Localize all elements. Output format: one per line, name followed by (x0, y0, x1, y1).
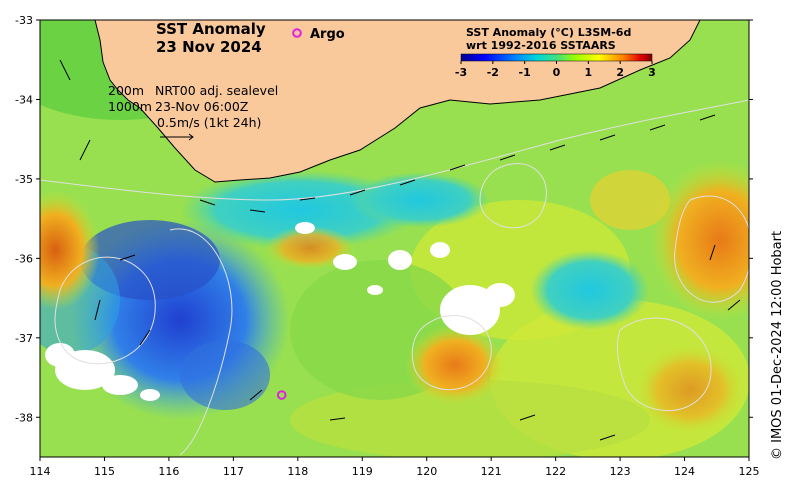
colorbar (460, 53, 653, 62)
colorbar-title-line1: SST Anomaly (°C) L3SM-6d (466, 26, 631, 39)
colorbar-tick-label: -1 (519, 66, 531, 79)
no-data-patches (45, 222, 515, 401)
y-tick-label: -37 (15, 332, 33, 345)
warm-eddy-east (650, 160, 749, 320)
vector-scale-label: 0.5m/s (1kt 24h) (157, 115, 261, 130)
x-tick-label: 115 (94, 465, 115, 478)
x-tick-label: 124 (674, 465, 695, 478)
copyright-credit: © IMOS 01-Dec-2024 12:00 Hobart (770, 231, 785, 460)
map-title-line2: 23 Nov 2024 (156, 38, 262, 56)
argo-legend-icon (292, 28, 302, 38)
colorbar-tick-label: 1 (585, 66, 593, 79)
warm-eddy-west (40, 190, 100, 310)
colorbar-tick-label: 3 (648, 66, 656, 79)
x-tick-label: 125 (739, 465, 760, 478)
argo-floats (276, 390, 287, 400)
x-tick-label: 119 (352, 465, 373, 478)
depth-1000-label: 1000m (108, 99, 152, 114)
x-tick-label: 117 (223, 465, 244, 478)
map-title-line1: SST Anomaly (156, 20, 266, 38)
x-tick-label: 118 (287, 465, 308, 478)
x-tick-label: 123 (610, 465, 631, 478)
x-tick-label: 122 (545, 465, 566, 478)
argo-legend-label: Argo (310, 27, 345, 42)
timestamp-label: 23-Nov 06:00Z (155, 99, 248, 114)
x-axis: 114 115 116 117 118 119 120 121 122 123 124 125 (30, 457, 760, 478)
depth-200-label: 200m (108, 83, 144, 98)
current-vectors (59, 59, 741, 441)
x-tick-label: 116 (158, 465, 179, 478)
x-tick-label: 121 (481, 465, 502, 478)
sealevel-label: NRT00 adj. sealevel (155, 83, 278, 98)
sealevel-contours (40, 99, 749, 456)
vector-scale-arrowhead (188, 133, 194, 141)
y-tick-label: -34 (15, 93, 33, 106)
x-tick-label: 114 (30, 465, 51, 478)
colorbar-ticks: -3 -2 -1 0 1 2 3 (455, 61, 656, 79)
argo-float-marker (276, 390, 287, 400)
y-tick-label: -35 (15, 173, 33, 186)
colorbar-title-line2: wrt 1992-2016 SSTAARS (466, 39, 616, 52)
y-axis: -33-34-35-36-37-38 (15, 14, 753, 424)
sst-field (40, 20, 749, 457)
y-tick-label: -33 (15, 14, 33, 27)
y-tick-label: -38 (15, 411, 33, 424)
colorbar-tick-label: 0 (553, 66, 561, 79)
x-tick-label: 120 (416, 465, 437, 478)
y-tick-label: -36 (15, 252, 33, 265)
colorbar-tick-label: -2 (487, 66, 499, 79)
colorbar-tick-label: -3 (455, 66, 467, 79)
plot-frame (39, 19, 750, 458)
colorbar-tick-label: 2 (616, 66, 624, 79)
